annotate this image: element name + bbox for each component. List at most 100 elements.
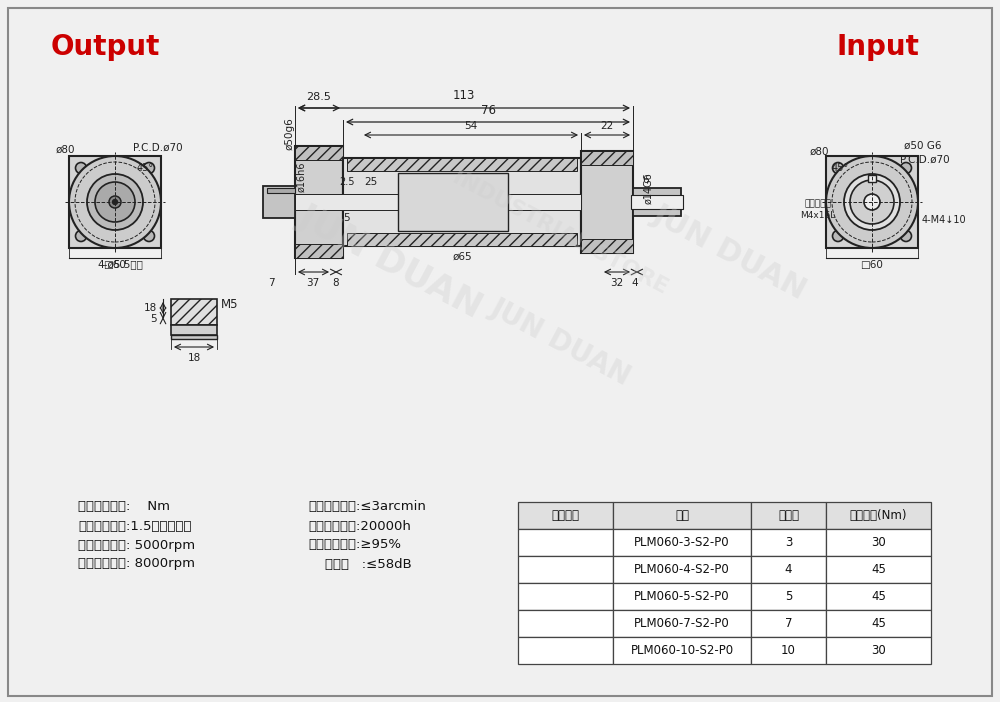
Text: INDUSTRIAL STORE: INDUSTRIAL STORE — [449, 166, 671, 298]
Bar — [518, 502, 613, 529]
Bar — [751, 637, 826, 664]
Text: 5: 5 — [785, 590, 792, 603]
Text: Input: Input — [837, 33, 919, 61]
Text: 普通回程背隙:≤3arcmin: 普通回程背隙:≤3arcmin — [308, 501, 426, 513]
Circle shape — [76, 230, 87, 241]
Bar — [518, 637, 613, 664]
Bar — [613, 610, 751, 637]
Circle shape — [900, 230, 912, 241]
Bar — [751, 529, 826, 556]
Text: 7: 7 — [268, 278, 274, 288]
Text: 18: 18 — [187, 353, 201, 363]
Bar — [518, 556, 613, 583]
Bar — [826, 502, 931, 529]
Bar — [613, 529, 751, 556]
Text: 28.5: 28.5 — [307, 92, 331, 102]
Text: JUN DUAN: JUN DUAN — [293, 199, 487, 324]
Bar — [581, 151, 633, 165]
Bar — [347, 233, 577, 246]
Bar — [826, 529, 931, 556]
Circle shape — [95, 182, 135, 222]
Bar — [267, 188, 295, 193]
Bar — [826, 610, 931, 637]
Bar — [518, 529, 613, 556]
Text: 45°: 45° — [136, 163, 154, 173]
Bar — [633, 188, 681, 216]
Text: ø80: ø80 — [809, 147, 829, 157]
Text: 5: 5 — [344, 213, 350, 223]
Text: 25: 25 — [364, 177, 378, 187]
Circle shape — [864, 194, 880, 210]
Text: 客户选型: 客户选型 — [552, 509, 580, 522]
Text: P.C.D.ø70: P.C.D.ø70 — [900, 155, 950, 165]
Text: ø65: ø65 — [452, 252, 472, 262]
Circle shape — [832, 230, 844, 241]
Text: 37: 37 — [306, 278, 320, 288]
Text: 45: 45 — [871, 617, 886, 630]
Bar — [581, 239, 633, 253]
Text: PLM060-3-S2-P0: PLM060-3-S2-P0 — [634, 536, 730, 549]
Circle shape — [69, 156, 161, 248]
Bar — [347, 158, 577, 171]
Text: □60: □60 — [861, 260, 883, 270]
Text: 18: 18 — [144, 303, 157, 313]
Text: 额定输入转速: 5000rpm: 额定输入转速: 5000rpm — [78, 538, 195, 552]
Text: 10: 10 — [781, 644, 796, 657]
Circle shape — [826, 156, 918, 248]
Text: JUN DUAN: JUN DUAN — [485, 293, 635, 391]
Text: 30: 30 — [871, 536, 886, 549]
Text: 113: 113 — [453, 89, 475, 102]
Bar — [751, 502, 826, 529]
Text: M5: M5 — [221, 298, 239, 312]
Bar — [613, 556, 751, 583]
Bar — [751, 610, 826, 637]
Circle shape — [112, 199, 118, 204]
Text: 额定输出扔矩:    Nm: 额定输出扔矩: Nm — [78, 501, 170, 513]
Text: 7: 7 — [785, 617, 792, 630]
Bar — [295, 194, 581, 210]
Text: ø50 G6: ø50 G6 — [904, 141, 942, 151]
Text: 额定扔矩(Nm): 额定扔矩(Nm) — [850, 509, 907, 522]
Text: 6: 6 — [642, 175, 649, 185]
Bar — [581, 151, 633, 253]
Bar — [263, 186, 295, 218]
Text: 平均使用寿命:20000h: 平均使用寿命:20000h — [308, 519, 411, 533]
Circle shape — [144, 230, 154, 241]
Bar — [398, 173, 508, 231]
Text: Output: Output — [50, 33, 160, 61]
Bar — [171, 325, 217, 335]
Circle shape — [832, 162, 844, 173]
Text: 76: 76 — [480, 104, 496, 117]
Text: 内六角螺丝: 内六角螺丝 — [805, 199, 831, 208]
Text: 45: 45 — [871, 563, 886, 576]
Bar — [826, 637, 931, 664]
Text: 30: 30 — [871, 644, 886, 657]
Bar — [631, 195, 683, 209]
Text: 最大输入转速: 8000rpm: 最大输入转速: 8000rpm — [78, 557, 195, 571]
Circle shape — [844, 174, 900, 230]
Bar — [826, 156, 918, 248]
Text: 4: 4 — [632, 278, 638, 288]
Text: JUN DUAN: JUN DUAN — [648, 199, 812, 305]
Text: PLM060-10-S2-P0: PLM060-10-S2-P0 — [630, 644, 734, 657]
Text: 54: 54 — [464, 121, 478, 131]
Bar — [868, 175, 876, 182]
Bar — [69, 156, 161, 248]
Text: ø50g6: ø50g6 — [285, 117, 295, 150]
Bar — [343, 158, 581, 246]
Bar — [171, 335, 217, 339]
Text: 45°: 45° — [831, 163, 849, 173]
Text: PLM060-7-S2-P0: PLM060-7-S2-P0 — [634, 617, 730, 630]
Bar — [295, 146, 343, 258]
Bar — [295, 244, 343, 258]
Text: ø14G6: ø14G6 — [643, 172, 653, 204]
Text: 8: 8 — [333, 278, 339, 288]
Text: 最大输出扔矩:1.5倍额定扔矩: 最大输出扔矩:1.5倍额定扔矩 — [78, 519, 192, 533]
Text: ø80: ø80 — [55, 145, 75, 155]
Text: 4-ø5.5贯穿: 4-ø5.5贯穿 — [97, 259, 143, 269]
Bar — [295, 146, 343, 160]
Text: 45: 45 — [871, 590, 886, 603]
Circle shape — [850, 180, 894, 224]
Text: □60: □60 — [104, 260, 126, 270]
Bar — [826, 583, 931, 610]
